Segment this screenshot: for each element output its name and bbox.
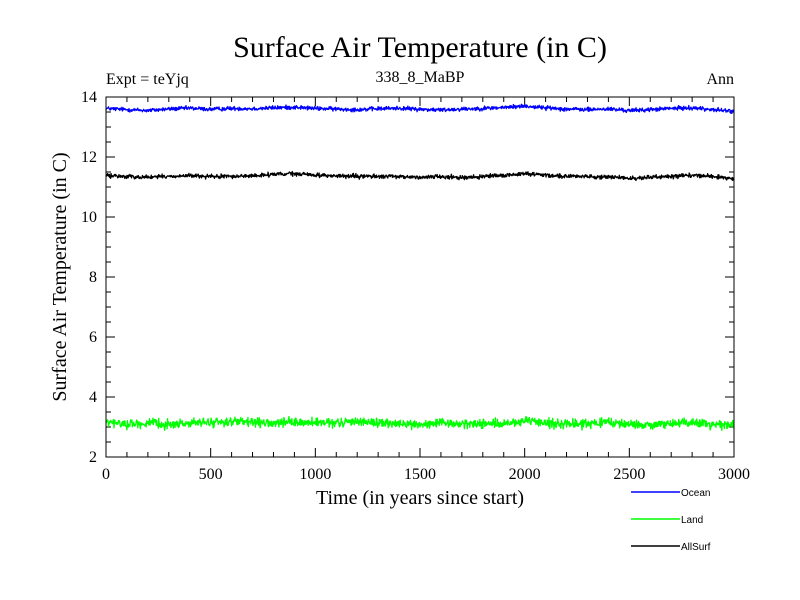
chart-subtitle: 338_8_MaBP <box>376 69 465 86</box>
series-line-allsurf <box>105 170 735 182</box>
x-tick-label: 500 <box>199 466 223 483</box>
x-tick-label: 3000 <box>718 466 750 483</box>
x-tick-label: 0 <box>102 466 110 483</box>
y-tick-label: 8 <box>89 269 97 286</box>
series-lines <box>105 103 735 431</box>
legend-label-land: Land <box>681 515 703 526</box>
x-tick-label: 1500 <box>404 466 436 483</box>
experiment-label: Expt = teYjq <box>106 71 189 88</box>
season-label: Ann <box>706 71 734 88</box>
tick-labels: 0 500 1000 1500 2000 2500 3000 2 4 6 8 10 12 14 <box>81 89 750 483</box>
axis-ticks <box>105 96 735 458</box>
x-tick-label: 1000 <box>299 466 331 483</box>
series-line-land <box>105 415 735 431</box>
y-tick-label: 12 <box>81 149 97 166</box>
y-tick-label: 14 <box>81 89 97 106</box>
x-axis-label: Time (in years since start) <box>316 487 524 509</box>
x-tick-label: 2000 <box>509 466 541 483</box>
y-tick-label: 6 <box>89 329 97 346</box>
legend: Ocean Land AllSurf <box>631 488 711 553</box>
chart-title: Surface Air Temperature (in C) <box>233 31 607 64</box>
plot-frame <box>105 96 735 458</box>
y-tick-label: 4 <box>89 389 97 406</box>
legend-label-allsurf: AllSurf <box>681 542 711 553</box>
y-tick-label: 10 <box>81 209 97 226</box>
legend-label-ocean: Ocean <box>681 488 710 499</box>
x-tick-label: 2500 <box>613 466 645 483</box>
series-line-ocean <box>105 103 735 115</box>
y-axis-label: Surface Air Temperature (in C) <box>49 152 71 401</box>
y-tick-label: 2 <box>89 449 97 466</box>
